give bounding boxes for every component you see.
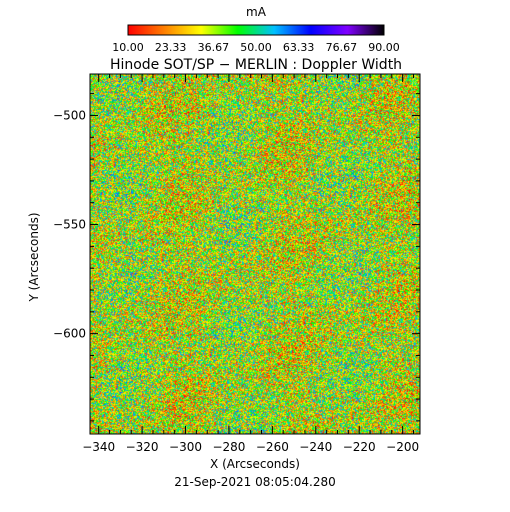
colorbar-tick-label: 23.33 [155, 41, 187, 54]
observation-timestamp: 21-Sep-2021 08:05:04.280 [174, 475, 336, 489]
plot-area [89, 73, 421, 435]
colorbar-unit-label: mA [246, 5, 267, 19]
doppler-width-heatmap [90, 74, 420, 434]
colorbar-tick-label: 10.00 [112, 41, 144, 54]
colorbar-tick-label: 50.00 [240, 41, 272, 54]
colorbar-tick-label: 90.00 [368, 41, 400, 54]
x-tick-label: −300 [169, 440, 202, 454]
chart-title: Hinode SOT/SP − MERLIN : Doppler Width [110, 57, 402, 73]
y-tick-label: −550 [53, 218, 86, 232]
y-tick-label: −500 [53, 108, 86, 122]
colorbar-tick-label: 63.33 [283, 41, 315, 54]
plot-frame [89, 73, 421, 435]
x-tick-label: −260 [256, 440, 289, 454]
x-tick-label: −320 [126, 440, 159, 454]
y-tick-label: −600 [53, 327, 86, 341]
x-axis-label: X (Arcseconds) [210, 457, 300, 471]
x-tick-label: −200 [386, 440, 419, 454]
x-axis: −340 −320 −300 −280 −260 −240 −220 −200 [82, 74, 419, 454]
y-axis: −500 −550 −600 [53, 93, 420, 422]
x-tick-label: −220 [343, 440, 376, 454]
x-tick-label: −280 [212, 440, 245, 454]
y-axis-label: Y (Arcseconds) [27, 212, 41, 302]
colorbar-tick-labels: 10.00 23.33 36.67 50.00 63.33 76.67 90.00 [112, 41, 400, 54]
colorbar [127, 24, 385, 36]
colorbar-tick-label: 76.67 [326, 41, 358, 54]
colorbar-tick-label: 36.67 [198, 41, 230, 54]
x-tick-label: −340 [82, 440, 115, 454]
x-tick-label: −240 [299, 440, 332, 454]
